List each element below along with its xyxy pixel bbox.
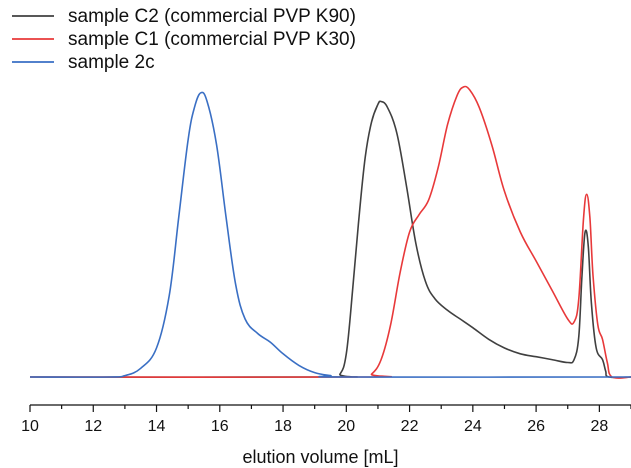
x-axis-title: elution volume [mL] xyxy=(242,447,398,467)
x-tick-label: 20 xyxy=(337,418,355,435)
x-tick-label: 16 xyxy=(211,418,229,435)
series-line-2 xyxy=(29,85,631,379)
x-tick-label: 12 xyxy=(84,418,102,435)
legend: sample C2 (commercial PVP K90)sample C1 … xyxy=(12,6,356,73)
x-tick-label: 24 xyxy=(464,418,482,435)
x-tick-label: 18 xyxy=(274,418,292,435)
x-axis: 10 12 14 16 18 20 22 24 26 28 xyxy=(21,404,631,435)
legend-label-3: sample 2c xyxy=(68,52,155,73)
legend-label-2: sample C1 (commercial PVP K30) xyxy=(68,29,356,50)
series-line-1 xyxy=(29,100,631,379)
series-line-3 xyxy=(29,91,631,378)
x-tick-label: 26 xyxy=(527,418,545,435)
x-tick-label: 28 xyxy=(590,418,608,435)
series-layer xyxy=(29,85,631,379)
x-tick-label: 22 xyxy=(401,418,419,435)
x-tick-label: 14 xyxy=(148,418,166,435)
x-tick-label: 10 xyxy=(21,418,39,435)
legend-label-1: sample C2 (commercial PVP K90) xyxy=(68,6,356,27)
